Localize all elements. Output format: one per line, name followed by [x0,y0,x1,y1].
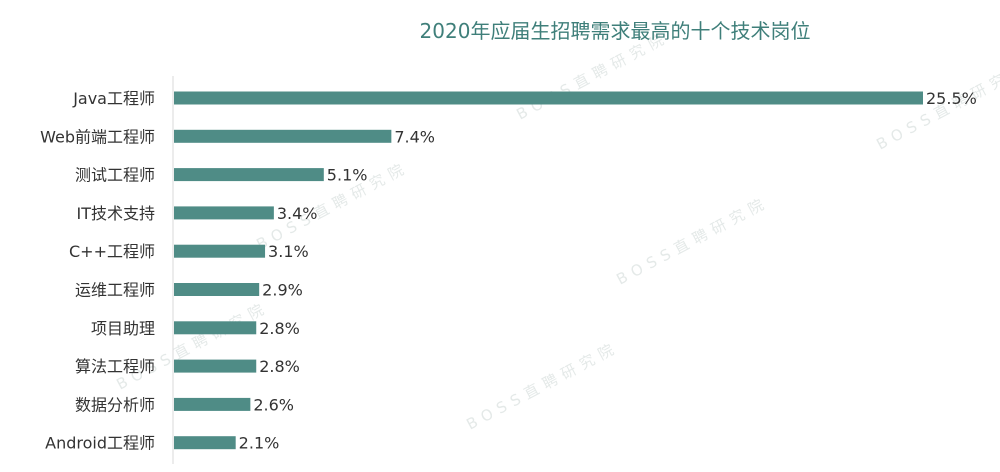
value-label: 3.1% [268,242,309,261]
category-label: 运维工程师 [75,281,155,300]
value-label: 2.6% [253,395,294,414]
value-label: 2.8% [259,319,300,338]
category-label: IT技术支持 [77,204,156,223]
category-label: Web前端工程师 [40,127,155,146]
bar [174,129,392,143]
value-label: 3.4% [277,204,318,223]
category-label: Java工程师 [72,89,155,108]
chart-title: 2020年应届生招聘需求最高的十个技术岗位 [420,19,811,43]
value-label: 7.4% [394,127,435,146]
bar [174,436,236,450]
category-label: Android工程师 [45,434,155,453]
value-label: 2.9% [262,281,303,300]
value-label: 25.5% [926,89,977,108]
bar [174,283,260,296]
value-label: 2.1% [239,434,280,453]
value-label: 2.8% [259,357,300,376]
watermark-text: BOSS直聘研究院 [463,338,621,434]
watermark-text: BOSS直聘研究院 [113,298,271,394]
category-label: 算法工程师 [75,357,155,376]
bar [174,91,923,105]
bar [174,397,251,411]
category-label: 项目助理 [91,319,155,338]
bars [174,91,923,450]
category-label: 测试工程师 [75,166,155,185]
category-label: 数据分析师 [75,395,155,414]
value-label: 5.1% [327,166,368,185]
category-label: C++工程师 [69,242,155,261]
bar [174,244,266,258]
watermark-text: BOSS直聘研究院 [613,193,771,289]
bar [174,321,257,335]
bar [174,168,324,182]
bar [174,359,257,373]
bar [174,206,274,220]
value-labels: 25.5% 7.4% 5.1% 3.4% 3.1% 2.9% 2.8% 2.8% 2.6% 2.1… [239,89,977,453]
